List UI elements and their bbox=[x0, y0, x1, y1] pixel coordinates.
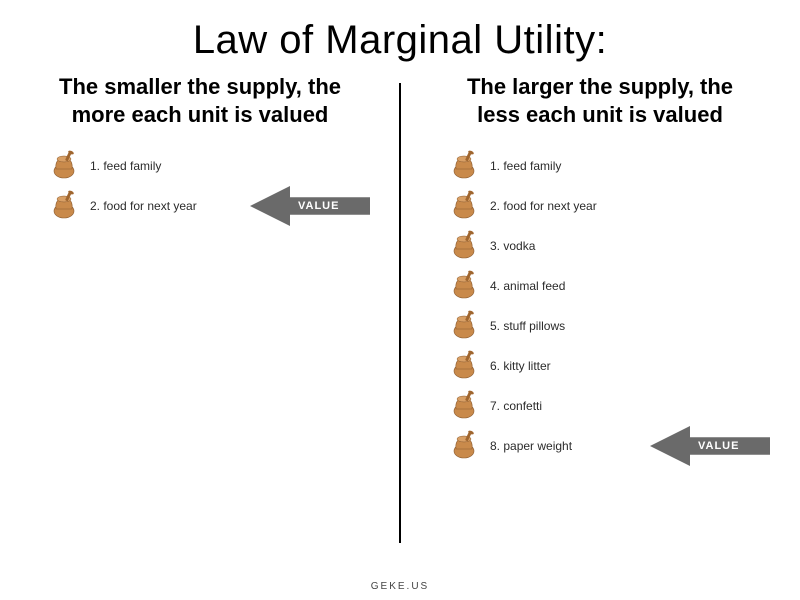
grain-sack-icon bbox=[450, 269, 480, 304]
value-arrow-right: VALUE bbox=[650, 426, 770, 471]
left-column: The smaller the supply, the more each un… bbox=[0, 73, 400, 553]
list-item: 3. vodka bbox=[420, 226, 780, 266]
grain-sack-icon bbox=[450, 149, 480, 184]
list-item: 2. food for next year bbox=[420, 186, 780, 226]
list-item: 4. animal feed bbox=[420, 266, 780, 306]
list-item-label: 6. kitty litter bbox=[490, 359, 551, 373]
list-item-label: 3. vodka bbox=[490, 239, 535, 253]
right-list: 1. feed family 2. food for next year 3. … bbox=[420, 146, 780, 466]
arrow-icon bbox=[250, 186, 370, 231]
value-arrow-left: VALUE bbox=[250, 186, 370, 231]
grain-sack-icon bbox=[450, 189, 480, 224]
list-item-label: 1. feed family bbox=[490, 159, 561, 173]
left-subtitle: The smaller the supply, the more each un… bbox=[20, 73, 380, 128]
left-list: 1. feed family 2. food for next year VAL… bbox=[20, 146, 380, 226]
list-item: 1. feed family bbox=[20, 146, 380, 186]
list-item-label: 1. feed family bbox=[90, 159, 161, 173]
left-subtitle-line2: more each unit is valued bbox=[72, 102, 329, 127]
grain-sack-icon bbox=[450, 429, 480, 464]
right-subtitle: The larger the supply, the less each uni… bbox=[420, 73, 780, 128]
list-item: 6. kitty litter bbox=[420, 346, 780, 386]
list-item: 1. feed family bbox=[420, 146, 780, 186]
list-item-label: 4. animal feed bbox=[490, 279, 565, 293]
list-item-label: 2. food for next year bbox=[490, 199, 597, 213]
list-item-label: 8. paper weight bbox=[490, 439, 572, 453]
left-subtitle-line1: The smaller the supply, the bbox=[59, 74, 341, 99]
list-item-label: 7. confetti bbox=[490, 399, 542, 413]
right-subtitle-line1: The larger the supply, the bbox=[467, 74, 733, 99]
grain-sack-icon bbox=[50, 189, 80, 224]
columns-container: The smaller the supply, the more each un… bbox=[0, 73, 800, 553]
grain-sack-icon bbox=[50, 149, 80, 184]
footer-attribution: GEKE.US bbox=[0, 581, 800, 592]
right-subtitle-line2: less each unit is valued bbox=[477, 102, 723, 127]
list-item-label: 2. food for next year bbox=[90, 199, 197, 213]
grain-sack-icon bbox=[450, 229, 480, 264]
page-title: Law of Marginal Utility: bbox=[0, 0, 800, 73]
list-item: 5. stuff pillows bbox=[420, 306, 780, 346]
list-item-label: 5. stuff pillows bbox=[490, 319, 565, 333]
list-item: 7. confetti bbox=[420, 386, 780, 426]
arrow-icon bbox=[650, 426, 770, 471]
grain-sack-icon bbox=[450, 309, 480, 344]
grain-sack-icon bbox=[450, 349, 480, 384]
grain-sack-icon bbox=[450, 389, 480, 424]
right-column: The larger the supply, the less each uni… bbox=[400, 73, 800, 553]
